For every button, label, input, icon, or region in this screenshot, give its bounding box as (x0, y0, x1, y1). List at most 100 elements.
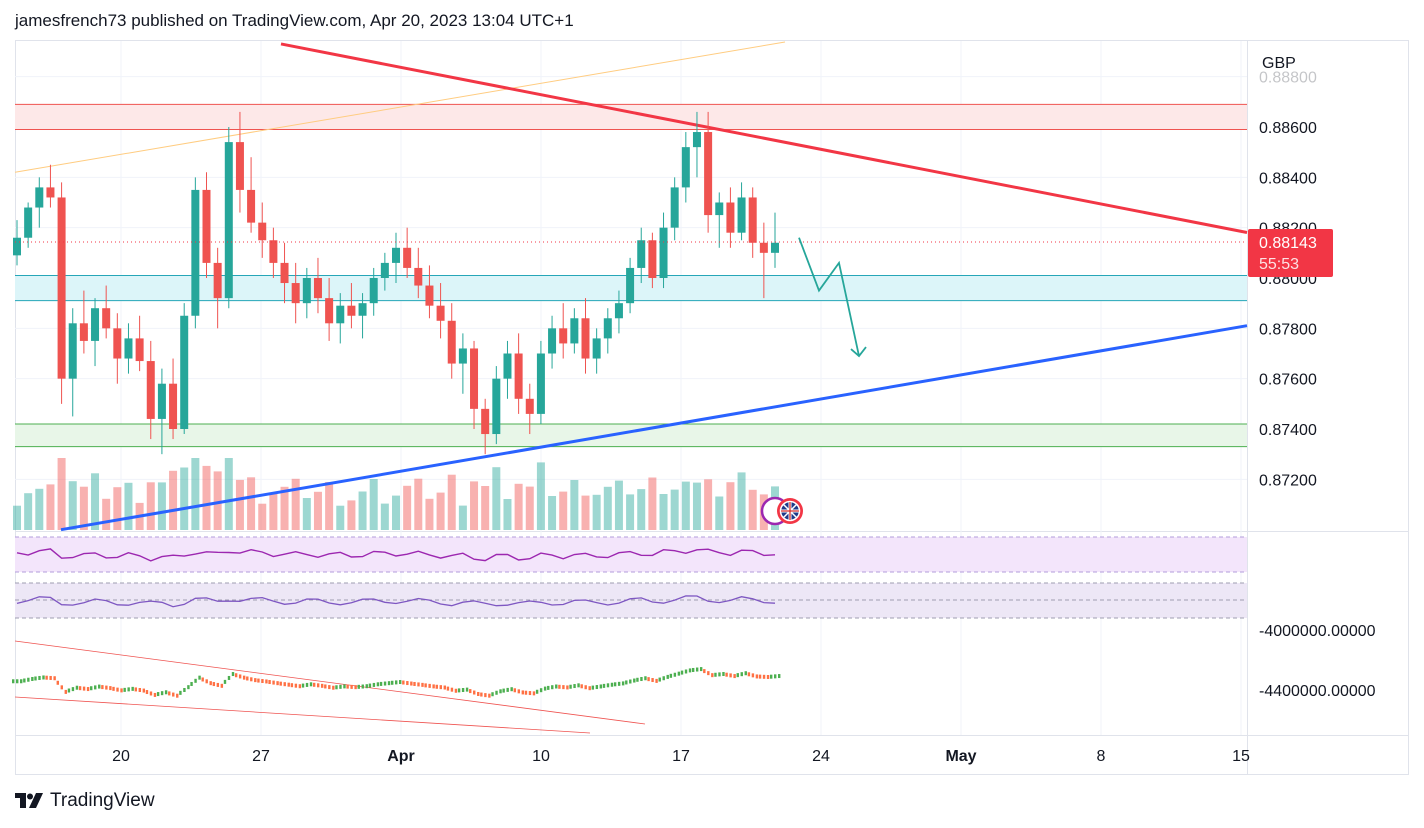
candle-body (191, 189, 200, 316)
indicator-bar (12, 679, 15, 684)
indicator-bar (718, 672, 721, 677)
volume-bar (157, 482, 166, 530)
publisher-header: jamesfrench73 published on TradingView.c… (15, 11, 574, 30)
volume-bar (280, 486, 289, 530)
volume-bar (458, 505, 467, 530)
rsi-band (15, 537, 1247, 572)
volume-bar (592, 494, 601, 530)
indicator-bar (254, 678, 257, 683)
price-tick-label: 0.88600 (1259, 120, 1317, 137)
event-flags[interactable] (760, 496, 803, 526)
indicator-bar (387, 681, 391, 686)
volume-bar (258, 503, 267, 530)
indicator-bar (510, 687, 513, 692)
candle-body (726, 202, 735, 233)
indicator-bar (443, 685, 446, 690)
stoch-line (16, 595, 776, 608)
volume-bar (659, 494, 668, 530)
candle-body (358, 303, 367, 316)
indicator-bar (539, 688, 543, 693)
indicator-bar (220, 683, 224, 688)
indicator-bar (198, 675, 201, 680)
volume-bar (91, 473, 100, 530)
price-axis[interactable]: GBP 0.888000.886000.884000.882000.880000… (1259, 55, 1317, 489)
candle-body (258, 222, 267, 241)
volume-bar (614, 480, 623, 530)
indicator-bar (736, 673, 739, 678)
indicator-bar (332, 685, 335, 690)
indicator-bar (499, 689, 502, 694)
indicator-bar (729, 673, 732, 678)
indicator-bar (120, 688, 123, 693)
volume-bar (369, 479, 378, 530)
rsi-pane (15, 536, 1247, 573)
time-tick-label: Apr (387, 748, 415, 765)
indicator-bar (421, 682, 424, 687)
candle-body (715, 202, 724, 216)
indicator-bar (335, 685, 338, 690)
indicator-bar (751, 673, 755, 678)
indicator-bar (599, 684, 603, 689)
price-tick-label: 0.88400 (1259, 170, 1317, 187)
candle-body (313, 278, 322, 299)
candle-body (481, 408, 490, 435)
volume-bar (124, 482, 133, 530)
indicator-bar (142, 688, 146, 693)
indicator-bar (361, 684, 364, 689)
candle-body (157, 383, 166, 419)
candle-body (414, 267, 423, 286)
candle-body (202, 189, 211, 263)
price-tick-label: 0.88800 (1259, 70, 1317, 87)
candle-body (548, 328, 557, 354)
indicator-bar (31, 676, 34, 681)
indicator-bar (231, 672, 235, 677)
indicator-bar (42, 675, 45, 680)
indicator-bar (722, 672, 725, 676)
indicator-bar (502, 688, 505, 693)
indicator-bar (543, 686, 547, 691)
time-tick-label: 15 (1232, 748, 1250, 765)
trendlines-layer (14, 41, 1248, 532)
candle-body (280, 262, 289, 284)
candle-body (291, 283, 300, 304)
candle-body (559, 328, 568, 344)
indicator-bar (606, 683, 610, 688)
volume-bar (514, 483, 523, 530)
indicator-bar (216, 682, 220, 687)
indicator-bar (257, 678, 260, 683)
brand[interactable]: TradingView (15, 790, 155, 812)
indicator-bar (391, 680, 394, 685)
indicator-bar (176, 693, 179, 698)
descending-resistance-trendline (280, 42, 1248, 234)
candle-body (425, 285, 434, 306)
candle-body (46, 187, 55, 198)
channel-line (14, 41, 786, 173)
candle-body (704, 132, 713, 216)
candle-body (659, 227, 668, 278)
indicator-bar (480, 692, 483, 697)
time-axis[interactable]: 20 27 Apr 10 17 24 May 8 15 (112, 748, 1250, 765)
indicator-bar (428, 683, 431, 688)
volume-bar (481, 486, 490, 530)
volume-bar (13, 505, 21, 530)
indicator-bar (740, 672, 743, 677)
volume-bar (269, 493, 278, 530)
volume-bar (102, 498, 111, 530)
indicator-bar (138, 688, 142, 692)
price-tick-label: 0.87200 (1259, 472, 1317, 489)
indicator-bar (691, 667, 695, 672)
indicator-tick-label: -4000000.00000 (1259, 623, 1376, 640)
tradingview-logo-icon (15, 793, 43, 808)
indicator-bar (265, 679, 268, 684)
indicator-bar (573, 684, 576, 689)
volume-bar (247, 477, 256, 530)
candles-layer (13, 111, 779, 455)
indicator-bar (86, 687, 90, 692)
indicator-bar (279, 681, 282, 686)
indicator-bar (424, 683, 427, 688)
indicator-bar (569, 684, 572, 689)
indicator-bar (49, 675, 52, 680)
indicator-bar (644, 676, 647, 681)
indicator-bar (610, 682, 614, 687)
